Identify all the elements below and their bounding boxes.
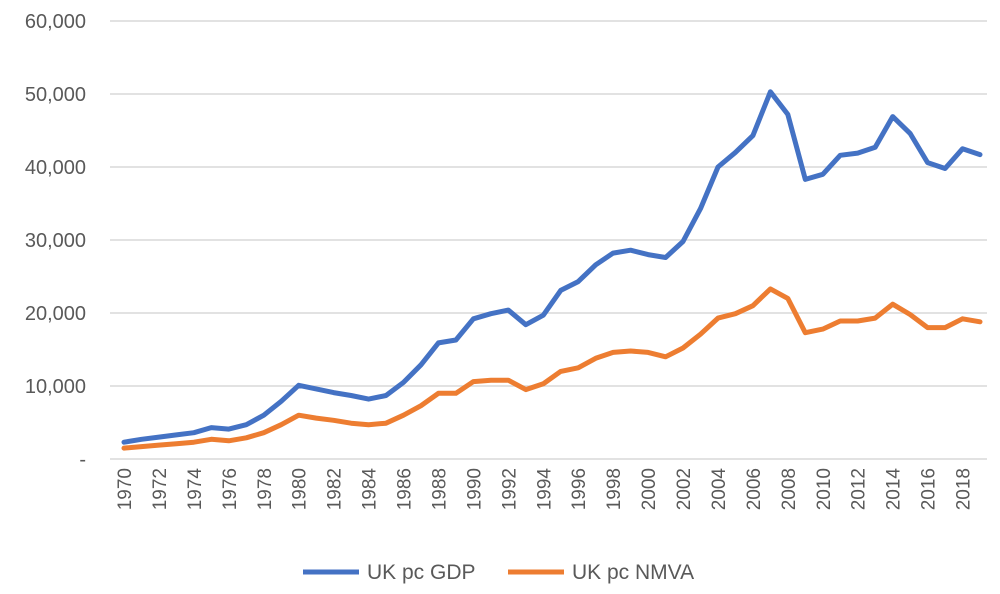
x-tick-label: 2004	[709, 468, 730, 511]
y-axis-tick-labels: - 10,000 20,000 30,000 40,000 50,000 60,000	[25, 11, 86, 471]
x-tick-label: 2016	[919, 468, 940, 510]
x-tick-label: 2014	[884, 468, 905, 511]
x-tick-label: 2000	[639, 468, 660, 510]
x-tick-label: 1976	[220, 468, 241, 510]
x-tick-label: 2018	[954, 468, 975, 510]
legend: UK pc GDP UK pc NMVA	[303, 561, 694, 584]
gridlines	[110, 21, 987, 459]
x-tick-label: 1980	[290, 468, 311, 510]
x-tick-label: 1978	[255, 468, 276, 510]
y-tick-label: 20,000	[25, 303, 86, 325]
x-tick-label: 1996	[569, 468, 590, 510]
x-tick-label: 1986	[395, 468, 416, 510]
x-tick-label: 2012	[849, 468, 870, 510]
x-tick-label: 1990	[464, 468, 485, 510]
legend-label: UK pc GDP	[367, 561, 476, 584]
x-axis-tick-labels: 1970 1972 1974 1976 1978 1980 1982 1984 1986 1988…	[115, 468, 975, 511]
x-tick-label: 1984	[360, 468, 381, 511]
y-tick-label: 60,000	[25, 11, 86, 33]
y-tick-label: -	[79, 449, 86, 471]
series-lines	[124, 92, 980, 448]
x-tick-label: 1998	[604, 468, 625, 510]
x-tick-label: 1970	[115, 468, 136, 510]
y-tick-label: 30,000	[25, 230, 86, 252]
x-tick-label: 1974	[185, 468, 206, 511]
x-tick-label: 2010	[814, 468, 835, 510]
legend-label: UK pc NMVA	[572, 561, 694, 584]
x-tick-label: 1988	[429, 468, 450, 510]
x-tick-label: 1994	[534, 468, 555, 511]
series-line-gdp	[124, 92, 980, 442]
y-tick-label: 10,000	[25, 376, 86, 398]
x-tick-label: 1972	[150, 468, 171, 510]
x-tick-label: 2008	[779, 468, 800, 510]
y-tick-label: 50,000	[25, 84, 86, 106]
x-tick-label: 2002	[674, 468, 695, 510]
y-tick-label: 40,000	[25, 157, 86, 179]
x-tick-label: 1982	[325, 468, 346, 510]
x-tick-label: 2006	[744, 468, 765, 510]
x-tick-label: 1992	[499, 468, 520, 510]
